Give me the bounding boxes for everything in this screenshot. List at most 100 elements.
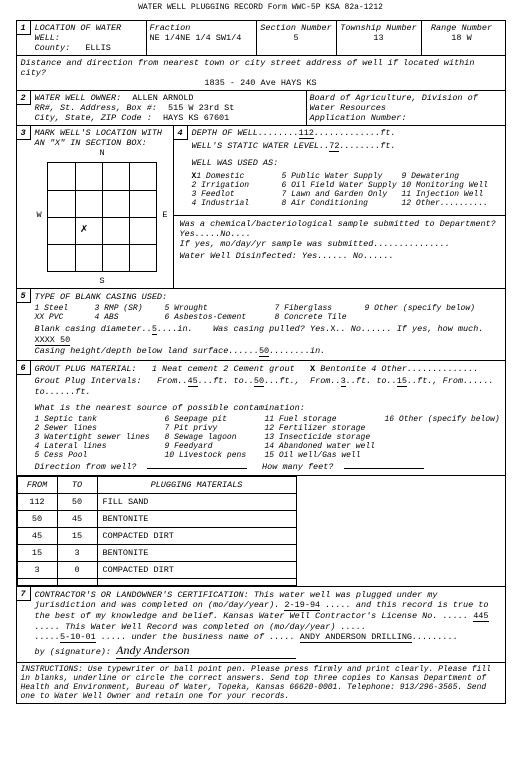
casing-title: TYPE OF BLANK CASING USED: bbox=[35, 292, 168, 302]
diameter-value: 5 bbox=[152, 324, 157, 335]
to-label: ft. to bbox=[213, 376, 244, 386]
location-label: LOCATION OF WATER WELL: bbox=[35, 23, 122, 43]
source-item bbox=[385, 424, 501, 433]
source-item: 14 Abandoned water well bbox=[265, 442, 385, 451]
height-label: Casing height/depth below land surface bbox=[35, 346, 229, 356]
source-item bbox=[385, 442, 501, 451]
use-item: 8 Air Conditioning bbox=[282, 199, 402, 208]
source-item: 1 Septic tank bbox=[35, 415, 165, 424]
from-label: From bbox=[157, 376, 177, 386]
static-label: WELL'S STATIC WATER LEVEL bbox=[192, 141, 320, 151]
table-cell: 3 bbox=[17, 562, 57, 579]
in-label: in. bbox=[177, 324, 192, 334]
plugging-table: FROM TO PLUGGING MATERIALS 11250FILL SAN… bbox=[17, 476, 297, 586]
source-item: 13 Insecticide storage bbox=[265, 433, 385, 442]
casing-type: 5 Wrought bbox=[165, 304, 275, 313]
table-cell: 112 bbox=[17, 494, 57, 511]
range-label: Range Number bbox=[431, 23, 492, 33]
section-number: 5 bbox=[17, 289, 31, 303]
addr-label: RR#, St. Address, Box #: bbox=[35, 103, 157, 113]
location-grid: ✗ bbox=[47, 162, 157, 272]
county-label: County: bbox=[35, 43, 71, 53]
township-value: 13 bbox=[373, 33, 383, 43]
disinfect-label: Water Well Disinfected: Yes...... No....… bbox=[180, 251, 394, 261]
height-in: in. bbox=[310, 346, 325, 356]
source-item bbox=[385, 433, 501, 442]
east-label: E bbox=[162, 210, 167, 220]
ft-label: ft., bbox=[279, 376, 299, 386]
casing-type: 7 Fiberglass bbox=[275, 304, 365, 313]
use-item: 6 Oil Field Water Supply bbox=[282, 181, 402, 190]
table-cell: 0 bbox=[57, 562, 97, 579]
table-row bbox=[17, 579, 296, 586]
int1-to: 50 bbox=[254, 376, 264, 387]
table-cell bbox=[97, 579, 296, 586]
cert-title: CONTRACTOR'S OR LANDOWNER'S CERTIFICATIO… bbox=[35, 590, 249, 600]
cert-text: ..... under the business name of ..... bbox=[101, 632, 295, 642]
source-item: 2 Sewer lines bbox=[35, 424, 165, 433]
chem-if-label: If yes, mo/day/yr sample was submitted bbox=[180, 239, 374, 249]
table-cell: COMPACTED DIRT bbox=[97, 528, 296, 545]
col-materials: PLUGGING MATERIALS bbox=[97, 477, 296, 494]
city-label: City, State, ZIP Code : bbox=[35, 113, 152, 123]
range-value: 18 W bbox=[451, 33, 471, 43]
table-cell bbox=[17, 579, 57, 586]
casing-type: 9 Other (specify below) bbox=[365, 304, 501, 313]
app-label: Application Number: bbox=[310, 113, 407, 123]
cert-biz: ANDY ANDERSON DRILLING bbox=[300, 632, 412, 643]
used-label: WELL WAS USED AS: bbox=[192, 158, 279, 168]
source-item: 8 Sewage lagoon bbox=[165, 433, 265, 442]
section-number: 1 bbox=[17, 21, 31, 35]
table-row: 153BENTONITE bbox=[17, 545, 296, 562]
dir-label: Direction from well? bbox=[35, 462, 137, 472]
distance-label: Distance and direction from nearest town… bbox=[21, 58, 475, 78]
table-cell: BENTONITE bbox=[97, 545, 296, 562]
from-label: From bbox=[310, 376, 330, 386]
table-row: 4515COMPACTED DIRT bbox=[17, 528, 296, 545]
grout-materials: 1 Neat cement 2 Cement grout bbox=[152, 364, 295, 374]
use-item: 5 Public Water Supply bbox=[282, 172, 402, 181]
ft-label: ft. bbox=[380, 141, 395, 151]
table-cell bbox=[57, 579, 97, 586]
table-cell: 50 bbox=[17, 511, 57, 528]
by-label: by (signature): bbox=[35, 647, 112, 657]
casing-type: 8 Concrete Tile bbox=[275, 313, 365, 322]
fraction-label: Fraction bbox=[150, 23, 191, 33]
signature: Andy Anderson bbox=[116, 643, 296, 659]
west-label: W bbox=[37, 210, 42, 220]
grout-x: X bbox=[310, 364, 315, 374]
x-marker: ✗ bbox=[80, 221, 87, 236]
diameter-label: Blank casing diameter bbox=[35, 324, 142, 334]
casing-type: 1 Steel bbox=[35, 304, 95, 313]
int2-to: 15 bbox=[397, 376, 407, 387]
section-number: 6 bbox=[17, 361, 31, 375]
section-number: 4 bbox=[174, 126, 188, 140]
ft-label: ft. bbox=[380, 128, 395, 138]
casing-type: 4 ABS bbox=[95, 313, 165, 322]
grout-title: GROUT PLUG MATERIAL: bbox=[35, 364, 137, 374]
howmany-label: How many feet? bbox=[262, 462, 333, 472]
table-cell: BENTONITE bbox=[97, 511, 296, 528]
source-item: 6 Seepage pit bbox=[165, 415, 265, 424]
table-cell: 45 bbox=[57, 511, 97, 528]
table-row: 11250FILL SAND bbox=[17, 494, 296, 511]
table-cell: FILL SAND bbox=[97, 494, 296, 511]
casing-type: 3 RMP (SR) bbox=[95, 304, 165, 313]
source-item: 10 Livestock pens bbox=[165, 451, 265, 460]
use-item: 3 Feedlot bbox=[192, 190, 282, 199]
int1-from: 45 bbox=[188, 376, 198, 387]
col-from: FROM bbox=[17, 477, 57, 494]
cert-date: 2-19-94 bbox=[284, 600, 320, 611]
south-label: S bbox=[35, 276, 170, 286]
mark-label: MARK WELL'S LOCATION WITH AN "X" IN SECT… bbox=[35, 128, 163, 148]
source-item: 3 Watertight sewer lines bbox=[35, 433, 165, 442]
casing-type: 6 Asbestos-Cement bbox=[165, 313, 275, 322]
cert-date2: 5-10-01 bbox=[60, 632, 96, 643]
source-item: 11 Fuel storage bbox=[265, 415, 385, 424]
use-item: 9 Dewatering bbox=[402, 172, 502, 181]
section-number: 2 bbox=[17, 91, 31, 105]
form-page: 1 LOCATION OF WATER WELL: County: ELLIS … bbox=[16, 20, 506, 704]
source-item: 4 Lateral lines bbox=[35, 442, 165, 451]
table-cell: 3 bbox=[57, 545, 97, 562]
use-item: 2 Irrigation bbox=[192, 181, 282, 190]
